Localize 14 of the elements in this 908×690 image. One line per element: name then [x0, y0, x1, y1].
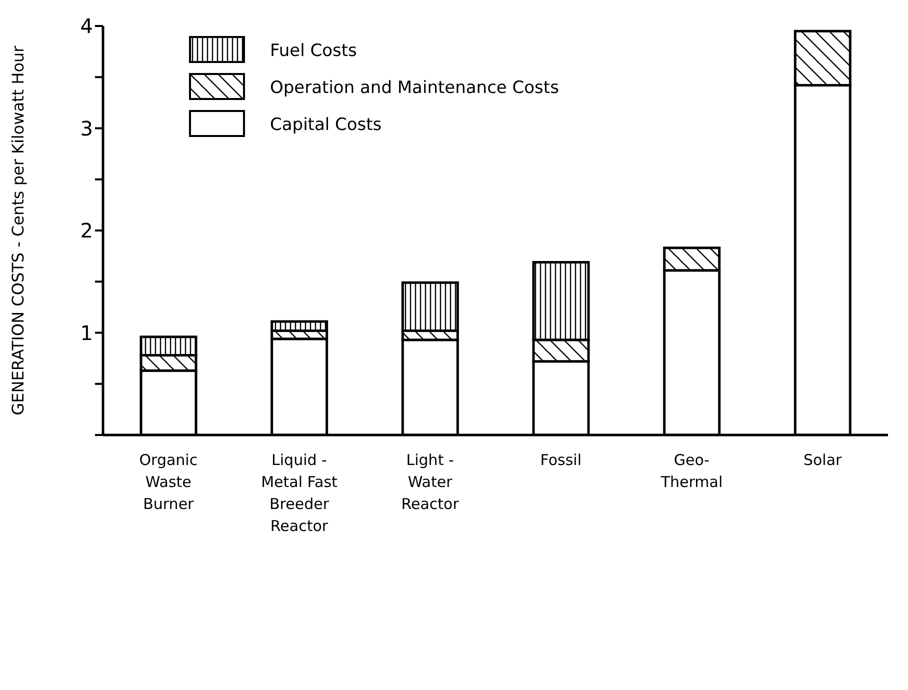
legend-label: Operation and Maintenance Costs: [270, 78, 560, 98]
x-tick-label: Geo-Thermal: [660, 451, 723, 491]
y-tick-label: 1: [80, 320, 93, 345]
y-axis-title: GENERATION COSTS - Cents per Kilowatt Hour: [8, 45, 28, 416]
x-tick-label: Liquid - Metal Fast Breeder Reactor: [261, 451, 338, 535]
x-tick-label: Organic Waste Burner: [139, 451, 198, 513]
legend-label: Fuel Costs: [270, 41, 357, 61]
y-tick-label: 2: [80, 218, 93, 243]
legend-label: Capital Costs: [270, 115, 382, 135]
y-tick-label: 4: [80, 14, 93, 38]
x-tick-label: Solar: [803, 451, 843, 469]
y-tick-label: 3: [80, 116, 93, 140]
x-tick-label: Light - Water Reactor: [401, 451, 460, 513]
x-tick-label: Fossil: [540, 451, 582, 469]
